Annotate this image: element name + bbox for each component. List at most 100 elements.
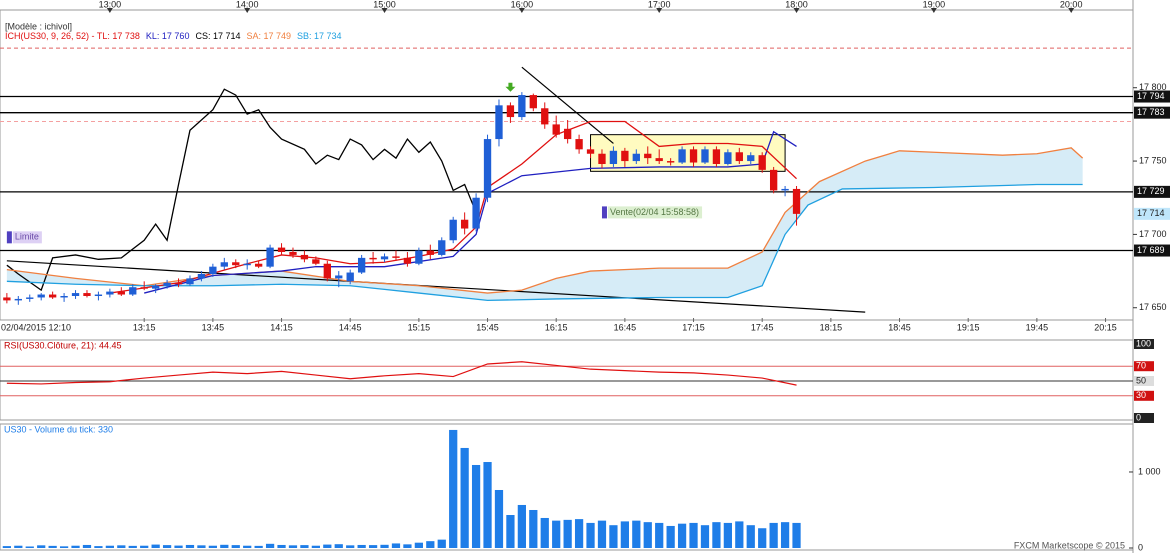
top-time-label: 18:00 [785,0,808,9]
candle-body [209,266,217,274]
top-time-tick [930,8,937,13]
volume-bar [346,545,355,548]
candle-body [655,158,663,162]
bottom-time-label: 18:15 [820,322,843,332]
legend-entry: SB: 17 734 [297,31,342,41]
volume-bar [529,509,538,548]
candle-body [312,259,320,264]
rsi-tick-badge [1134,361,1154,372]
volume-bar [735,521,744,548]
volume-bar [712,522,721,548]
candle-body [289,252,297,255]
volume-bar [117,545,126,548]
bottom-time-label: 19:15 [957,322,980,332]
price-tick-label: 17 750 [1139,155,1167,165]
volume-bar [620,521,629,548]
candle-body [632,153,640,162]
volume-bar [25,546,34,548]
candle-body [506,105,515,118]
volume-bar [758,528,767,548]
legend-entry: KL: 17 760 [146,31,190,41]
candle-body [575,139,583,150]
candle-body [392,256,400,258]
volume-bar [334,544,343,548]
candle-body [71,293,80,296]
candle-body [644,153,652,159]
volume-bar [769,522,778,548]
candle-body [323,263,331,279]
volume-bar [300,545,309,548]
volume-bar [689,522,698,548]
volume-bar [277,544,286,548]
indicator-line [109,120,797,294]
rsi-tick-badge [1134,413,1154,423]
candle-body [117,291,125,295]
candle-body [529,95,537,109]
volume-bar [792,522,801,548]
candle-body [483,139,492,198]
volume-bar [483,462,492,548]
volume-bar [574,519,584,548]
candle-body [552,124,560,135]
volume-bar [174,545,183,548]
volume-tick-label: 0 [1138,542,1143,552]
volume-bar [540,517,549,548]
candle-body [438,240,446,255]
candle-body [26,297,34,299]
volume-bar [2,546,11,548]
candle-body [3,297,11,301]
bottom-time-label: 14:45 [339,322,362,332]
top-time-tick [381,8,388,13]
candle-body [151,285,160,289]
candle-body [243,263,251,266]
signal-arrow [505,82,516,92]
top-time-tick [793,8,800,13]
volume-bar [426,541,435,548]
top-time-label: 19:00 [923,0,946,9]
top-time-tick [106,8,113,13]
candle-body [232,262,240,266]
volume-bar [197,545,206,548]
rsi-tick-label: 0 [1136,412,1141,422]
candle-body [220,262,228,267]
legend-entry: ICH(US30, 9, 26, 52) - TL: 17 738 [5,31,140,41]
volume-bar [265,543,275,548]
top-time-tick [518,8,525,13]
level-badge [1134,185,1170,198]
candle-body [83,293,91,296]
candle-body [254,263,263,267]
candle-body [518,95,526,118]
candle-body [747,155,755,162]
rsi-tick-label: 50 [1136,375,1146,385]
level-badge [1134,90,1170,103]
volume-bar [357,544,366,548]
candle-body [369,257,377,260]
volume-bar [471,464,481,548]
top-time-tick [656,8,663,13]
volume-bar [391,543,401,548]
bottom-time-label: 15:15 [408,322,431,332]
candle-body [277,247,286,252]
candle-body [106,291,114,295]
candle-body [140,287,148,289]
volume-bar [609,525,618,548]
volume-bar [746,525,755,548]
candle-body [403,257,412,264]
volume-bar [655,522,664,548]
candle-body [678,149,686,163]
candle-body [758,155,766,170]
top-time-label: 16:00 [511,0,534,9]
candle-body [724,152,732,164]
candle-body [37,294,45,298]
bottom-time-label: 18:45 [888,322,911,332]
volume-bar [162,545,172,548]
indicator-line [6,183,1083,302]
candle-body [186,278,194,285]
volume-bar [59,546,69,548]
trendline [6,260,866,313]
volume-bar [71,545,80,548]
top-time-tick [244,8,251,13]
